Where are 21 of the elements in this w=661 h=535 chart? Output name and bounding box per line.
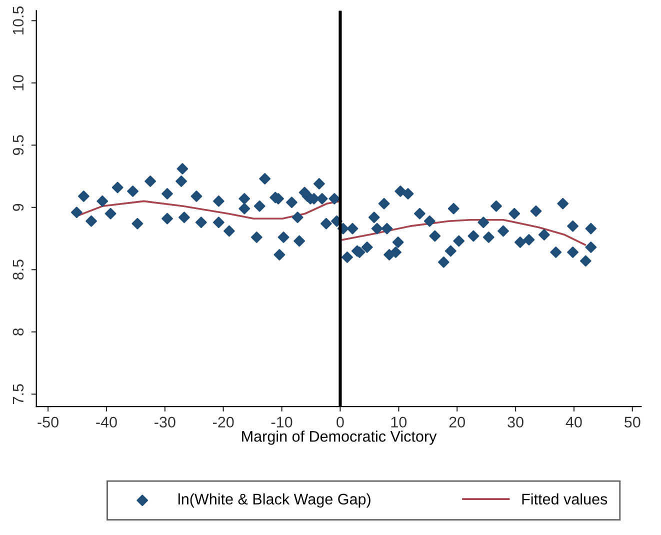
y-tick-label: 9.5 <box>12 135 24 156</box>
x-tick-label: 10 <box>391 416 407 428</box>
legend-label: ln(White & Black Wage Gap) <box>178 493 370 508</box>
x-tick-label: 40 <box>566 416 582 428</box>
x-tick-label: 50 <box>624 416 640 428</box>
y-tick-label: 10 <box>12 75 24 90</box>
x-tick-label: -30 <box>154 416 176 428</box>
y-tick-label: 7.5 <box>12 384 24 404</box>
x-tick-label: -40 <box>96 416 117 428</box>
y-tick-label: 8 <box>12 328 24 336</box>
x-tick-label: -50 <box>38 416 58 428</box>
x-tick-label: 20 <box>449 416 465 428</box>
x-tick-label: 30 <box>508 416 524 428</box>
x-tick-label: -10 <box>271 416 292 428</box>
y-tick-label: 10.5 <box>12 6 24 34</box>
y-tick-label: 8.5 <box>12 260 24 280</box>
x-axis-title: Margin of Democratic Victory <box>242 430 437 445</box>
y-tick-label: 9 <box>12 204 24 211</box>
legend-label: Fitted values <box>522 493 608 505</box>
x-tick-label: 0 <box>336 416 344 428</box>
x-tick-label: -20 <box>212 416 234 428</box>
